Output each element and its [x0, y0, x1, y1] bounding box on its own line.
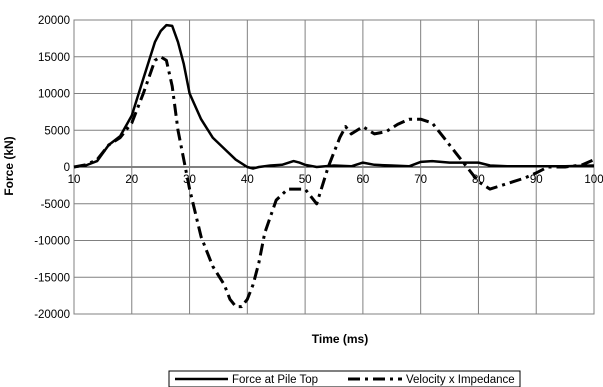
x-tick-label: 90 — [530, 174, 543, 186]
y-tick-label: -5000 — [41, 199, 70, 211]
y-tick-label: 5000 — [44, 125, 70, 137]
x-tick-label: 40 — [241, 174, 254, 186]
x-tick-label: 50 — [299, 174, 312, 186]
y-tick-label: 15000 — [38, 52, 70, 64]
x-tick-label: 100 — [584, 174, 603, 186]
legend: Force at Pile Top Velocity x Impedance — [168, 370, 521, 387]
x-tick-label: 20 — [125, 174, 138, 186]
x-tick-label: 60 — [356, 174, 369, 186]
x-tick-label: 10 — [68, 174, 81, 186]
series-line-velocity-x-impedance — [73, 55, 595, 309]
legend-box — [168, 370, 521, 387]
y-tick-label: -10000 — [34, 236, 70, 248]
y-axis-title: Force (kN) — [2, 136, 16, 195]
y-tick-label: 20000 — [38, 15, 70, 27]
y-tick-label: 10000 — [38, 89, 70, 101]
y-tick-label: -15000 — [34, 272, 70, 284]
legend-label-force: Force at Pile Top — [232, 374, 318, 386]
plot-lines — [73, 23, 595, 309]
x-tick-label: 70 — [414, 174, 427, 186]
series-line-force-at-pile-top — [73, 23, 595, 170]
y-tick-label: -20000 — [34, 309, 70, 321]
y-axis-tick-labels: -20000 -15000 -10000 -5000 0 5000 10000 15000 20… — [34, 15, 70, 321]
legend-label-velocity: Velocity x Impedance — [406, 374, 515, 386]
y-tick-label: 0 — [64, 162, 70, 174]
x-tick-label: 30 — [183, 174, 196, 186]
x-axis-title: Time (ms) — [312, 332, 368, 346]
